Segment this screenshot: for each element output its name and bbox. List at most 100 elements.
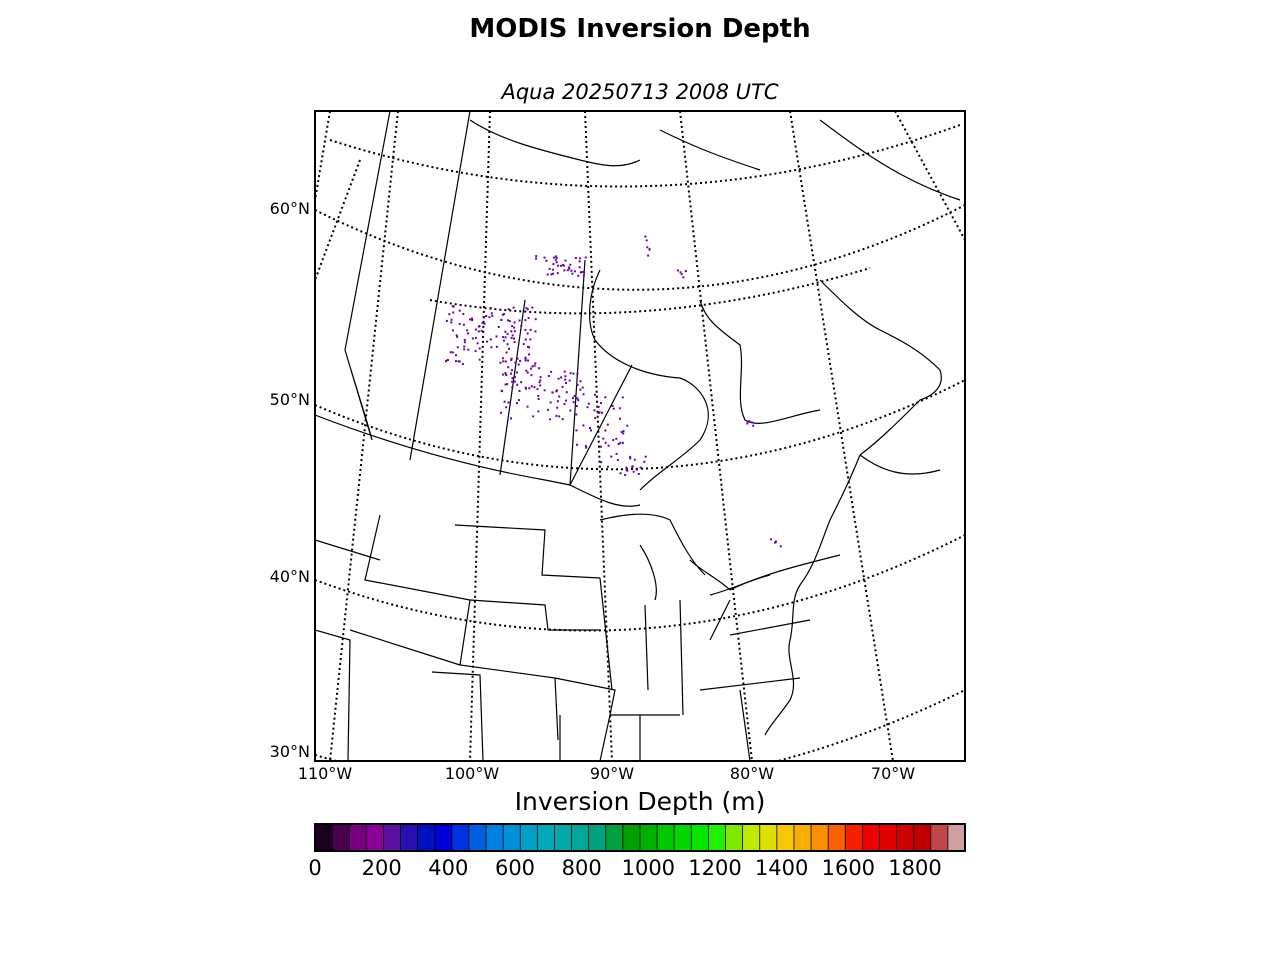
inversion-pixel xyxy=(528,346,531,349)
inversion-pixel xyxy=(597,405,600,408)
inversion-pixel xyxy=(534,362,537,365)
inversion-pixel xyxy=(602,437,605,440)
inversion-pixel xyxy=(582,424,585,427)
inversion-pixel xyxy=(511,377,514,380)
inversion-pixel xyxy=(515,371,518,374)
inversion-pixel xyxy=(604,441,607,444)
inversion-pixel xyxy=(510,372,512,375)
inversion-pixel xyxy=(563,269,566,272)
inversion-pixel xyxy=(558,415,561,418)
inversion-pixel xyxy=(495,345,498,348)
inversion-pixel xyxy=(550,273,553,276)
colorbar-swatch xyxy=(640,824,658,851)
inversion-pixel xyxy=(576,383,579,386)
inversion-pixel xyxy=(452,329,454,332)
colorbar-swatch xyxy=(913,824,932,851)
inversion-pixel xyxy=(531,365,534,368)
inversion-pixel xyxy=(644,455,647,458)
inversion-pixel xyxy=(503,313,506,316)
inversion-pixel xyxy=(572,401,575,404)
inversion-pixel xyxy=(510,337,513,339)
colorbar-swatch xyxy=(793,824,812,851)
colorbar-tick-label: 1000 xyxy=(621,856,676,880)
inversion-pixel xyxy=(622,432,625,435)
inversion-pixel xyxy=(589,427,591,429)
inversion-pixel xyxy=(477,330,480,333)
inversion-pixel xyxy=(679,271,682,274)
map-frame xyxy=(314,110,966,762)
inversion-pixel xyxy=(478,347,481,350)
inversion-pixel xyxy=(510,330,513,333)
inversion-pixel xyxy=(534,318,537,321)
inversion-pixel xyxy=(451,351,454,354)
inversion-pixel xyxy=(518,319,521,322)
inversion-pixel xyxy=(507,308,510,311)
graticule-lat-60 xyxy=(315,204,965,291)
graticule-lon-60 xyxy=(894,111,965,241)
colorbar-swatch xyxy=(349,824,367,851)
inversion-pixel xyxy=(458,309,461,312)
inversion-pixel xyxy=(578,260,581,263)
inversion-pixel xyxy=(573,270,576,273)
colorbar-tick-label: 600 xyxy=(494,856,536,880)
inversion-pixel xyxy=(779,545,782,548)
colorbar-title: Inversion Depth (m) xyxy=(514,787,766,816)
colorbar-swatch xyxy=(332,824,350,851)
inversion-pixel xyxy=(629,457,632,460)
inversion-pixel xyxy=(539,376,542,379)
inversion-pixel xyxy=(635,468,638,471)
inversion-pixel xyxy=(568,379,571,382)
inversion-pixel xyxy=(593,393,596,396)
inversion-pixel xyxy=(593,409,596,412)
inversion-pixel xyxy=(504,372,507,375)
inversion-pixel xyxy=(607,444,610,447)
colorbar xyxy=(315,824,966,851)
inversion-pixel xyxy=(510,417,512,420)
inversion-pixel xyxy=(633,458,636,461)
lat-label-30: 30°N xyxy=(269,742,310,761)
colorbar-swatch xyxy=(674,824,692,851)
inversion-pixel xyxy=(483,322,486,325)
inversion-pixel xyxy=(452,311,455,314)
inversion-data-layer xyxy=(445,235,782,548)
inversion-pixel xyxy=(490,312,493,315)
inversion-pixel xyxy=(677,269,679,272)
colorbar-swatch xyxy=(451,824,470,851)
inversion-pixel xyxy=(448,313,451,316)
inversion-pixel xyxy=(746,422,749,425)
inversion-pixel xyxy=(503,400,506,403)
inversion-pixel xyxy=(576,372,579,375)
inversion-pixel xyxy=(510,369,513,372)
inversion-pixel xyxy=(774,541,777,544)
inversion-pixel xyxy=(621,441,624,444)
inversion-pixel xyxy=(502,339,505,342)
colorbar-tick-label: 200 xyxy=(361,856,402,880)
colorbar-swatch xyxy=(605,824,624,851)
inversion-pixel xyxy=(647,254,650,257)
inversion-pixel xyxy=(545,259,548,262)
inversion-pixel xyxy=(570,269,573,272)
colorbar-swatch xyxy=(691,824,710,851)
inversion-pixel xyxy=(524,319,527,322)
inversion-pixel xyxy=(612,439,615,441)
inversion-pixel xyxy=(510,357,513,360)
inversion-pixel xyxy=(619,472,622,475)
inversion-pixel xyxy=(458,360,461,363)
inversion-pixel xyxy=(478,358,481,361)
inversion-pixel xyxy=(571,272,574,275)
inversion-pixel xyxy=(585,446,588,449)
inversion-pixel xyxy=(462,323,465,326)
colorbar-swatch xyxy=(725,824,744,851)
inversion-pixel xyxy=(615,452,618,455)
inversion-pixel xyxy=(463,341,466,344)
inversion-pixel xyxy=(563,403,566,405)
inversion-pixel xyxy=(471,319,474,322)
lon-label-110: 110°W xyxy=(297,764,353,783)
inversion-pixel xyxy=(556,272,559,275)
inversion-pixel xyxy=(573,395,576,397)
inversion-pixel xyxy=(486,340,489,343)
inversion-pixel xyxy=(551,268,554,271)
atlantic-coast xyxy=(764,454,861,736)
inversion-pixel xyxy=(520,324,523,327)
inversion-pixel xyxy=(611,405,614,407)
